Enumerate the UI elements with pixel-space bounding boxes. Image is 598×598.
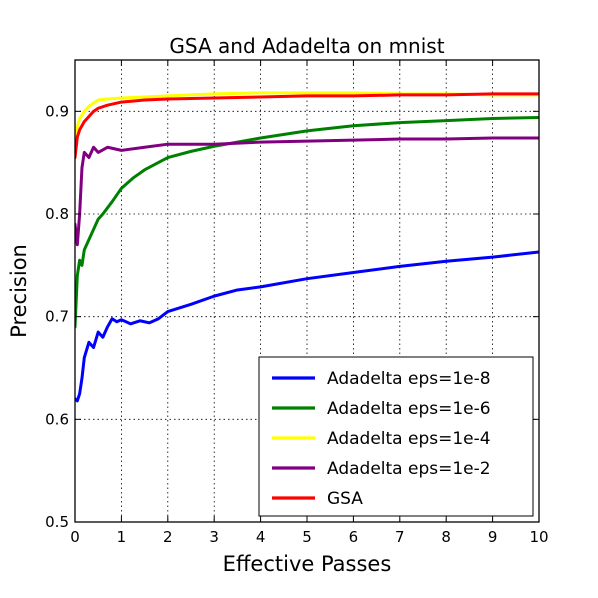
axis-ticks: 0 1 2 3 4 5 6 7 8 9 10 0.5 0.6 0.7 0.8 0.9	[45, 60, 549, 546]
series-line	[75, 115, 539, 329]
legend-label: Adadelta eps=1e-6	[327, 399, 491, 419]
series-line	[75, 250, 539, 403]
series-line	[75, 136, 539, 247]
x-tick-label: 10	[529, 528, 548, 546]
x-tick-label: 7	[395, 528, 405, 546]
series-line	[75, 92, 539, 160]
x-tick-label: 1	[117, 528, 127, 546]
y-tick-label: 0.6	[45, 410, 69, 428]
chart-title: GSA and Adadelta on mnist	[169, 34, 444, 58]
legend-label: Adadelta eps=1e-8	[327, 369, 491, 389]
x-tick-label: 5	[302, 528, 312, 546]
x-axis-label: Effective Passes	[223, 552, 392, 576]
x-tick-label: 3	[209, 528, 219, 546]
x-tick-label: 2	[163, 528, 173, 546]
legend-label: Adadelta eps=1e-4	[327, 429, 491, 449]
x-tick-label: 0	[70, 528, 80, 546]
series-lines	[75, 91, 539, 403]
x-tick-label: 8	[441, 528, 451, 546]
legend-label: Adadelta eps=1e-2	[327, 459, 491, 479]
x-tick-label: 6	[349, 528, 359, 546]
y-axis-label: Precision	[7, 244, 31, 338]
y-tick-label: 0.5	[45, 513, 69, 531]
x-tick-label: 4	[256, 528, 266, 546]
y-tick-label: 0.9	[45, 102, 69, 120]
legend-label: GSA	[327, 489, 363, 509]
x-tick-label: 9	[488, 528, 498, 546]
y-tick-label: 0.7	[45, 308, 69, 326]
legend: Adadelta eps=1e-8 Adadelta eps=1e-6 Adadel…	[258, 356, 534, 517]
y-tick-label: 0.8	[45, 205, 69, 223]
